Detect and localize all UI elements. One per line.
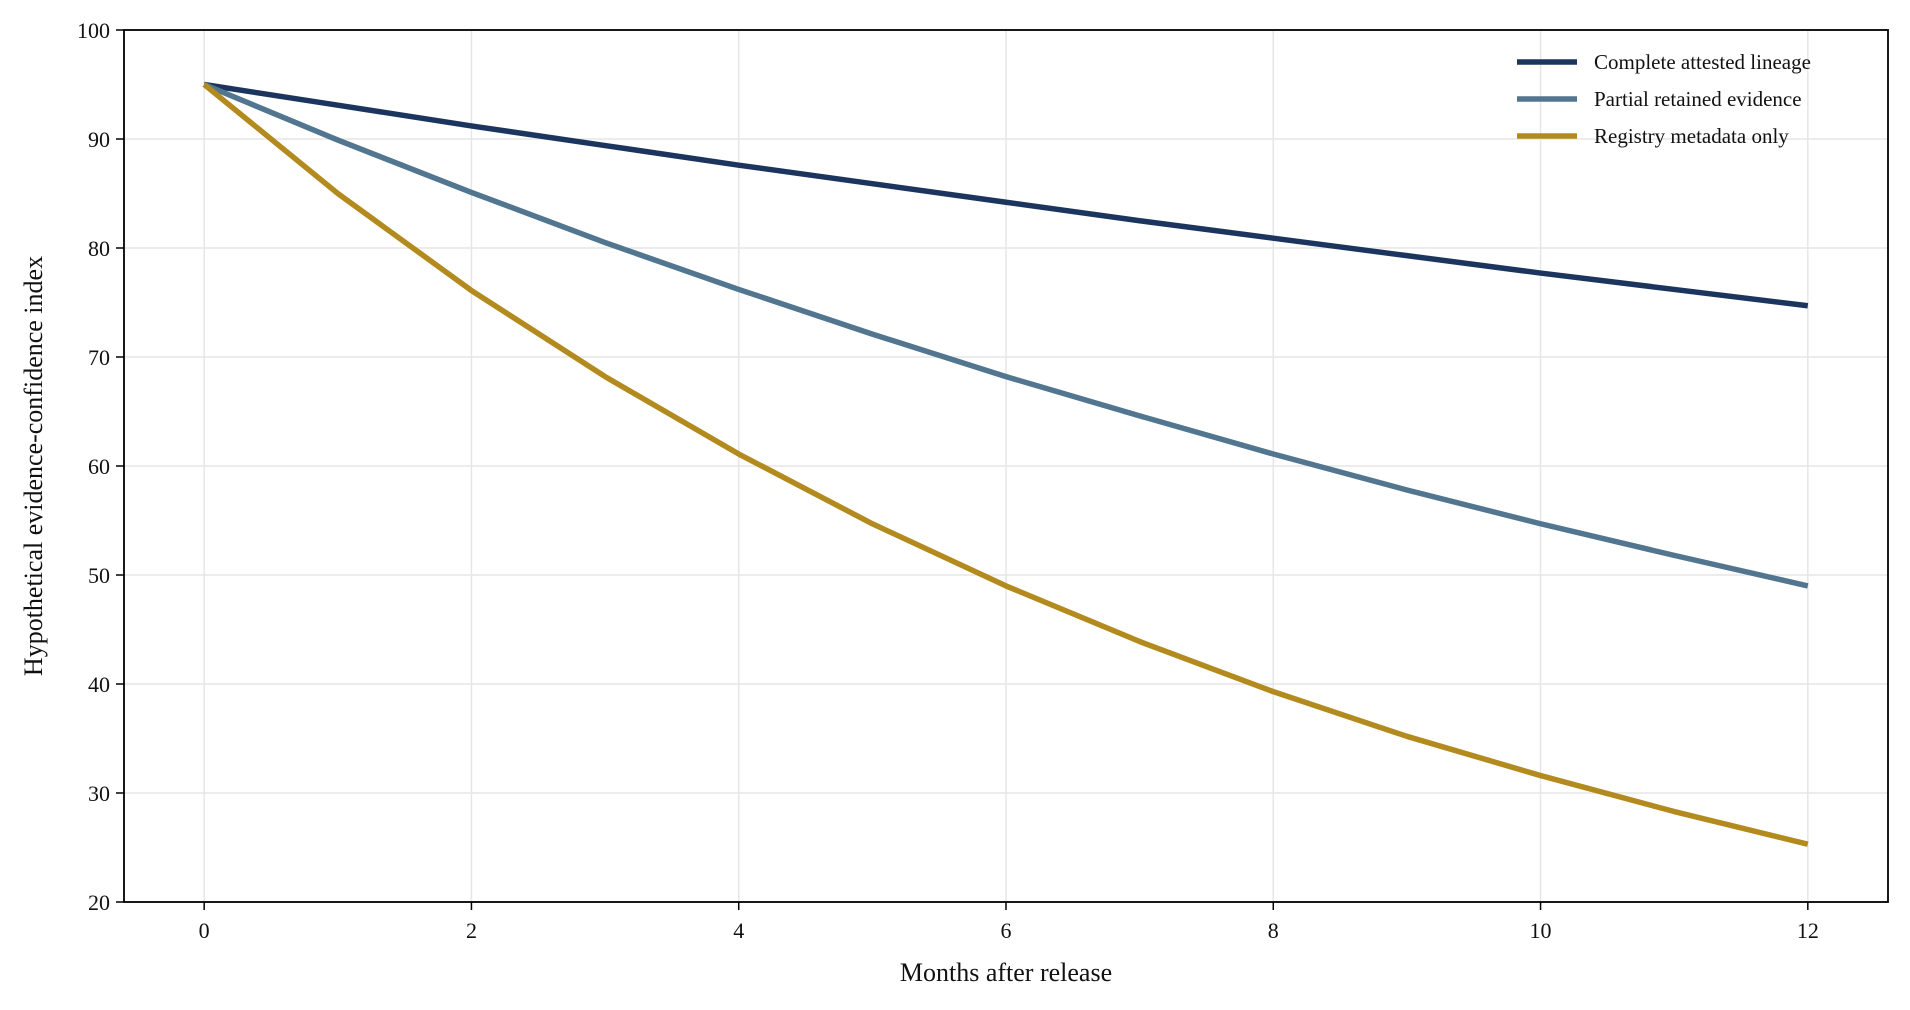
y-tick-label: 40 xyxy=(88,672,110,697)
legend-label-1: Complete attested lineage xyxy=(1594,50,1811,74)
y-tick-label: 70 xyxy=(88,345,110,370)
y-tick-label: 100 xyxy=(77,18,110,43)
series-lines xyxy=(202,81,1809,847)
y-axis-label: Hypothetical evidence-confidence index xyxy=(19,256,48,676)
y-tick-label: 50 xyxy=(88,563,110,588)
series-line-1 xyxy=(203,81,1809,309)
x-tick-label: 0 xyxy=(199,918,210,943)
legend-label-2: Partial retained evidence xyxy=(1594,87,1802,111)
y-tick-label: 60 xyxy=(88,454,110,479)
x-tick-label: 12 xyxy=(1797,918,1819,943)
series-line-2 xyxy=(203,81,1809,589)
axis-ticks: 0 2 4 6 8 10 12 20 30 40 50 60 70 80 90 100 xyxy=(77,18,1819,943)
x-tick-label: 2 xyxy=(466,918,477,943)
legend-label-3: Registry metadata only xyxy=(1594,124,1789,148)
x-tick-label: 6 xyxy=(1001,918,1012,943)
grid-lines xyxy=(124,29,1888,903)
x-tick-label: 4 xyxy=(733,918,744,943)
y-tick-label: 90 xyxy=(88,127,110,152)
x-axis-label: Months after release xyxy=(900,958,1112,987)
y-tick-label: 20 xyxy=(88,890,110,915)
y-tick-label: 80 xyxy=(88,236,110,261)
legend: Complete attested lineage Partial retaine… xyxy=(1517,50,1811,148)
series-line-3 xyxy=(202,82,1809,847)
y-tick-label: 30 xyxy=(88,781,110,806)
x-tick-label: 10 xyxy=(1530,918,1552,943)
x-tick-label: 8 xyxy=(1268,918,1279,943)
